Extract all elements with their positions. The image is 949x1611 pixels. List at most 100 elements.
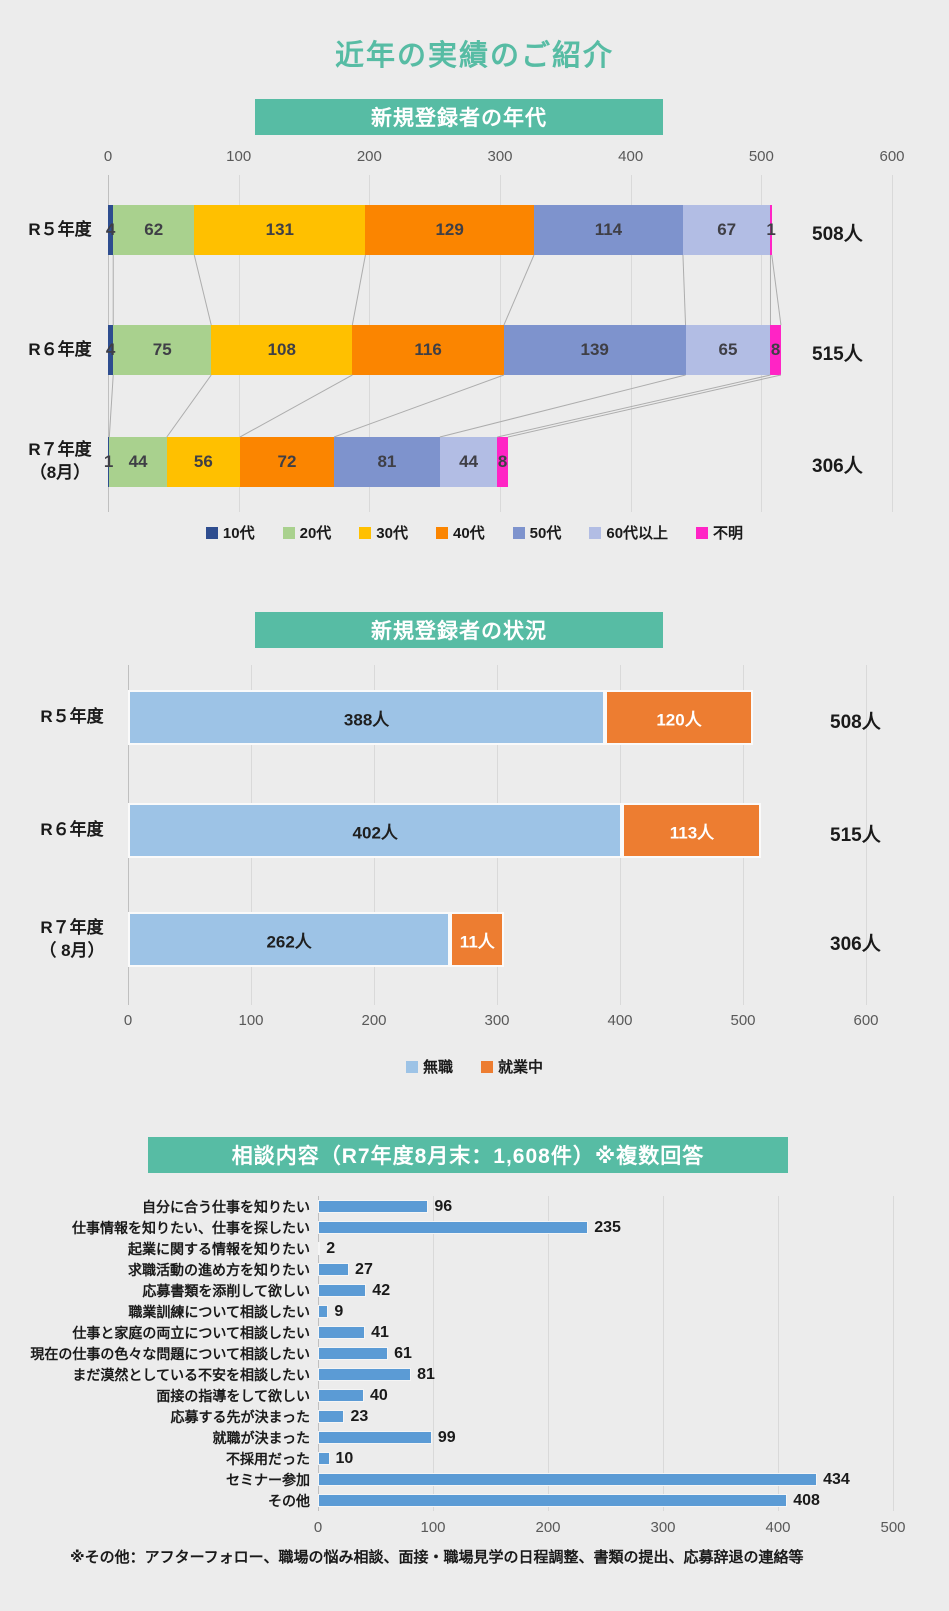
- bar-value-label: 67: [717, 220, 737, 239]
- category-label: 自分に合う仕事を知りたい: [142, 1198, 310, 1215]
- axis-tick-label: 600: [879, 148, 905, 165]
- bar-wrap: 42: [318, 1282, 390, 1300]
- bar-value-label: 2: [326, 1239, 336, 1257]
- gridline: [893, 1196, 894, 1511]
- bar-value-label: 116: [414, 340, 442, 359]
- consultation-chart-header: 相談内容（R7年度8月末：1,608件）※複数回答: [148, 1137, 788, 1173]
- axis-tick-label: 600: [853, 1012, 879, 1029]
- consultation-chart-footnote: ※その他：アフターフォロー、職場の悩み相談、面接・職場見学の日程調整、書類の提出…: [70, 1549, 804, 1566]
- axis-tick-label: 300: [650, 1519, 676, 1536]
- legend-swatch: [512, 526, 525, 539]
- bar-row: 262人 11人: [128, 912, 505, 967]
- legend-swatch: [435, 526, 448, 539]
- row-total-label: 508人: [830, 711, 881, 733]
- gridline: [892, 175, 893, 512]
- consultation-chart-x-axis: 0 100 200 300 400 500: [314, 1519, 906, 1539]
- bar-segment-就業中: 11人: [450, 912, 505, 967]
- status-chart: 388人 120人 402人 113人 262人 11人: [128, 665, 867, 1005]
- bar-row: 仕事情報を知りたい、仕事を探したい 235: [30, 1217, 930, 1238]
- bar-segment-10代: 4: [105, 205, 116, 255]
- bar-wrap: 434: [318, 1471, 850, 1489]
- bar: [318, 1431, 432, 1444]
- bar-wrap: 81: [318, 1366, 435, 1384]
- bar-row: 応募する先が決まった 23: [30, 1406, 930, 1427]
- gridline: [548, 1196, 549, 1511]
- bar: [318, 1263, 350, 1276]
- gridline: [663, 1196, 664, 1511]
- bar-wrap: 41: [318, 1324, 389, 1342]
- status-chart-legend: 無職 就業中: [0, 1056, 949, 1077]
- bar-row: セミナー参加 434: [30, 1469, 930, 1490]
- category-label: R５年度: [40, 707, 104, 727]
- bar-segment-40代: 116: [352, 325, 504, 375]
- axis-tick-label: 400: [618, 148, 644, 165]
- bar-segment-60代以上: 67: [682, 205, 771, 255]
- bar-segment-50代: 139: [503, 325, 686, 375]
- category-label: まだ漠然としている不安を相談したい: [72, 1366, 310, 1383]
- bar-segment-10代: 4: [106, 325, 115, 375]
- bar-row: 不採用だった 10: [30, 1448, 930, 1469]
- bar-row: 就職が決まった 99: [30, 1427, 930, 1448]
- age-chart-legend: 10代 20代 30代 40代 50代 60代以上 不明: [0, 522, 949, 543]
- axis-tick-label: 0: [313, 1519, 323, 1536]
- bar-value-label: 402人: [352, 823, 398, 842]
- bar-segment-不明: 1: [766, 205, 776, 255]
- bar-value-label: 72: [277, 452, 297, 471]
- row-total-label: 306人: [812, 456, 863, 477]
- bar-segment-60代以上: 65: [685, 325, 771, 375]
- category-label: 応募書類を添削して欲しい: [142, 1282, 310, 1299]
- bar-row: その他 408: [30, 1490, 930, 1511]
- bar-value-label: 23: [350, 1407, 369, 1425]
- status-chart-header: 新規登録者の状況: [255, 612, 663, 648]
- bar: [318, 1347, 389, 1360]
- axis-tick-label: 100: [226, 148, 252, 165]
- legend-label: 20代: [299, 525, 332, 542]
- bar-segment-40代: 72: [239, 437, 335, 487]
- bar-segment-60代以上: 44: [439, 437, 498, 487]
- bar-segment-30代: 108: [211, 325, 353, 375]
- category-label: 面接の指導をして欲しい: [156, 1387, 310, 1404]
- bar-wrap: 40: [318, 1387, 388, 1405]
- bar-value-label: 44: [128, 452, 148, 471]
- bar: [318, 1368, 412, 1381]
- page-title: 近年の実績のご紹介: [334, 40, 614, 72]
- bar-value-label: 408: [793, 1491, 820, 1509]
- bar-row: 現在の仕事の色々な問題について相談したい 61: [30, 1343, 930, 1364]
- legend-item-10代: 10代: [205, 522, 255, 543]
- bar-row: 4 62 131 129 114 67 1: [105, 205, 776, 255]
- bar-value-label: 120人: [656, 710, 702, 729]
- category-label: 就職が決まった: [212, 1429, 310, 1446]
- bar-segment-30代: 56: [166, 437, 240, 487]
- bar: [318, 1410, 345, 1423]
- age-chart-x-axis: 0 100 200 300 400 500 600: [104, 148, 905, 168]
- bar-value-label: 4: [105, 220, 116, 239]
- axis-tick-label: 100: [420, 1519, 446, 1536]
- bar: [318, 1284, 367, 1297]
- bar-segment-30代: 131: [194, 205, 366, 255]
- bar-segment-無職: 388人: [128, 690, 606, 745]
- legend-label: 無職: [422, 1059, 453, 1076]
- axis-tick-label: 500: [880, 1519, 906, 1536]
- legend-label: 30代: [376, 525, 408, 542]
- axis-tick-label: 300: [487, 148, 513, 165]
- legend-item-無職: 無職: [405, 1056, 453, 1077]
- category-label: 職業訓練について相談したい: [128, 1303, 310, 1320]
- bar-value-label: 8: [497, 452, 508, 471]
- bar-value-label: 262人: [266, 932, 312, 951]
- axis-tick-label: 200: [356, 148, 382, 165]
- axis-tick-label: 400: [607, 1012, 633, 1029]
- legend-item-30代: 30代: [359, 522, 408, 543]
- bar-wrap: 2: [318, 1240, 335, 1258]
- legend-label: 10代: [222, 525, 255, 542]
- gridline: [433, 1196, 434, 1511]
- category-label: 不採用だった: [226, 1450, 310, 1467]
- bar-wrap: 27: [318, 1261, 373, 1279]
- gridline: [866, 665, 867, 1005]
- bar-value-label: 65: [718, 340, 738, 359]
- legend-label: 60代以上: [606, 525, 669, 542]
- bar-value-label: 40: [370, 1386, 388, 1404]
- status-chart-x-axis: 0 100 200 300 400 500 600: [124, 1012, 879, 1032]
- bar: [318, 1452, 330, 1465]
- bar-row: 応募書類を添削して欲しい 42: [30, 1280, 930, 1301]
